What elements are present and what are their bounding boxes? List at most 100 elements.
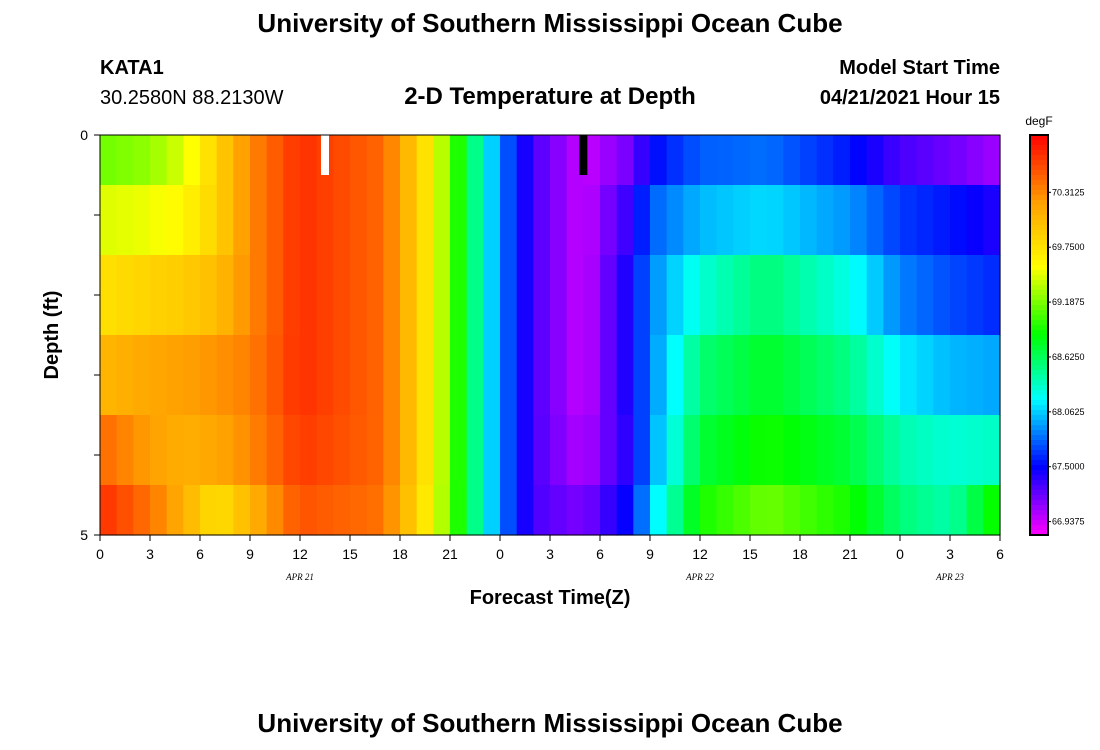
- heatmap-cell: [516, 185, 534, 256]
- heatmap-cell: [366, 185, 384, 256]
- heatmap-cell: [883, 135, 901, 186]
- heatmap-cell: [416, 135, 434, 186]
- heatmap-cell: [133, 135, 151, 186]
- heatmap-cell: [116, 135, 134, 186]
- heatmap-cell: [750, 135, 768, 186]
- colorbar-cell: [1030, 490, 1048, 496]
- heatmap-cell: [633, 485, 651, 536]
- colorbar-cell: [1030, 215, 1048, 221]
- heatmap-cell: [600, 185, 618, 256]
- time-marker: [321, 135, 329, 175]
- heatmap-cell: [583, 485, 601, 536]
- heatmap-cell: [933, 335, 951, 416]
- heatmap-cell: [183, 415, 201, 486]
- heatmap-cell: [916, 255, 934, 336]
- heatmap-cell: [616, 335, 634, 416]
- x-tick-label: 3: [946, 546, 954, 562]
- colorbar-tick-label: 66.9375: [1052, 517, 1085, 527]
- heatmap-cell: [366, 335, 384, 416]
- colorbar-cell: [1030, 475, 1048, 481]
- colorbar-cell: [1030, 155, 1048, 161]
- heatmap-cell: [816, 185, 834, 256]
- heatmap-cell: [350, 255, 368, 336]
- colorbar-cell: [1030, 315, 1048, 321]
- heatmap-cell: [933, 135, 951, 186]
- x-tick-label: 18: [392, 546, 408, 562]
- heatmap-cell: [150, 335, 168, 416]
- heatmap-cell: [683, 335, 701, 416]
- heatmap-cell: [866, 255, 884, 336]
- heatmap-cell: [400, 255, 418, 336]
- heatmap-cell: [900, 335, 918, 416]
- heatmap-cell: [850, 135, 868, 186]
- colorbar-cell: [1030, 515, 1048, 521]
- heatmap-cell: [466, 415, 484, 486]
- heatmap-cell: [966, 135, 984, 186]
- heatmap-cell: [700, 135, 718, 186]
- heatmap-cell: [800, 415, 818, 486]
- colorbar-cell: [1030, 405, 1048, 411]
- heatmap-cell: [266, 335, 284, 416]
- heatmap-cell: [500, 185, 518, 256]
- heatmap-cell: [250, 335, 268, 416]
- heatmap-cell: [700, 415, 718, 486]
- x-tick-label: 0: [96, 546, 104, 562]
- heatmap-cell: [733, 485, 751, 536]
- heatmap-cell: [133, 415, 151, 486]
- heatmap-cell: [816, 485, 834, 536]
- heatmap-cell: [450, 415, 468, 486]
- heatmap-cell: [483, 255, 501, 336]
- heatmap-cell: [250, 185, 268, 256]
- heatmap-cell: [250, 415, 268, 486]
- heatmap-cell: [116, 255, 134, 336]
- heatmap-cell: [116, 415, 134, 486]
- heatmap-cell: [716, 185, 734, 256]
- x-tick-label: 3: [546, 546, 554, 562]
- colorbar-cell: [1030, 420, 1048, 426]
- heatmap-cell: [100, 335, 118, 416]
- heatmap-cell: [183, 135, 201, 186]
- heatmap-cell: [433, 255, 451, 336]
- heatmap-cell: [550, 135, 568, 186]
- heatmap-cell: [566, 335, 584, 416]
- heatmap-cell: [466, 335, 484, 416]
- heatmap-cell: [100, 135, 118, 186]
- heatmap-cell: [416, 185, 434, 256]
- colorbar-cell: [1030, 150, 1048, 156]
- heatmap-cell: [850, 185, 868, 256]
- heatmap-cell: [816, 135, 834, 186]
- heatmap-cell: [266, 415, 284, 486]
- x-tick-label: 6: [996, 546, 1004, 562]
- heatmap-cell: [616, 415, 634, 486]
- heatmap-cell: [333, 185, 351, 256]
- colorbar-cell: [1030, 260, 1048, 266]
- heatmap-cell: [983, 185, 1001, 256]
- heatmap-cell: [366, 485, 384, 536]
- x-tick-label: 21: [442, 546, 458, 562]
- heatmap-cell: [516, 485, 534, 536]
- heatmap-cell: [300, 335, 318, 416]
- heatmap-cell: [966, 415, 984, 486]
- heatmap-cell: [350, 485, 368, 536]
- heatmap-cell: [600, 255, 618, 336]
- heatmap-cell: [433, 335, 451, 416]
- heatmap-cell: [350, 335, 368, 416]
- x-tick-label: 15: [342, 546, 358, 562]
- colorbar-cell: [1030, 300, 1048, 306]
- heatmap-cell: [750, 185, 768, 256]
- heatmap-cell: [500, 415, 518, 486]
- y-tick-label: 5: [80, 527, 88, 543]
- colorbar-cell: [1030, 270, 1048, 276]
- heatmap-cell: [583, 135, 601, 186]
- colorbar-cell: [1030, 180, 1048, 186]
- heatmap-cell: [866, 135, 884, 186]
- heatmap-cell: [416, 335, 434, 416]
- x-tick-label: 21: [842, 546, 858, 562]
- heatmap-cell: [416, 255, 434, 336]
- heatmap-cell: [383, 255, 401, 336]
- colorbar-cell: [1030, 445, 1048, 451]
- heatmap-cell: [233, 335, 251, 416]
- heatmap-cell: [983, 485, 1001, 536]
- x-tick-label: 9: [246, 546, 254, 562]
- heatmap-cell: [116, 485, 134, 536]
